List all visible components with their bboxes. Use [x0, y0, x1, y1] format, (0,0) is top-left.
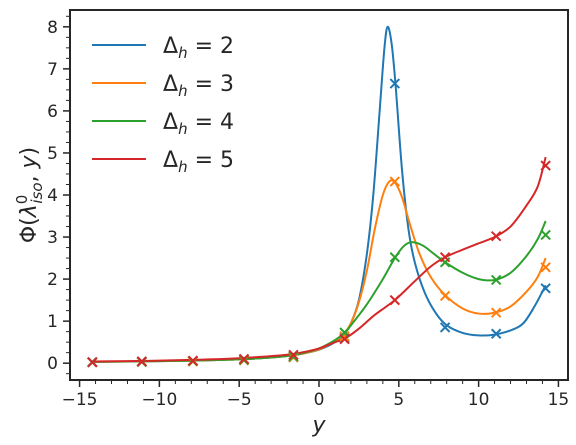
- legend-item: Δh = 3: [92, 72, 234, 100]
- data-point-marker: [339, 334, 350, 345]
- x-axis-ticks: −15 −10 −5 0 5 10 15: [62, 380, 570, 410]
- y-axis-ticks: 0 1 2 3 4 5 6 7 8: [47, 18, 70, 374]
- y-label-subscript: iso: [28, 182, 46, 203]
- legend-label: Δh = 5: [163, 148, 234, 176]
- svg-text:Φ(λ0iso, y): Φ(λ0iso, y): [13, 147, 46, 243]
- x-tick-label: −5: [227, 390, 252, 410]
- data-point-marker: [490, 328, 502, 339]
- legend-label: Δh = 3: [163, 72, 234, 100]
- legend-label: Δh = 2: [163, 34, 234, 62]
- y-tick-label: 1: [47, 312, 58, 332]
- data-point-marker: [540, 283, 551, 294]
- data-point-marker: [389, 176, 401, 187]
- y-tick-label: 4: [47, 186, 58, 206]
- data-point-marker: [288, 351, 299, 362]
- legend-item: Δh = 5: [92, 148, 234, 176]
- y-label-rest: ,: [17, 168, 42, 182]
- data-point-marker: [439, 252, 451, 263]
- data-point-marker: [490, 307, 502, 318]
- data-point-marker: [540, 229, 551, 241]
- data-point-marker: [389, 294, 401, 306]
- y-axis-label: Φ(λ0iso, y): [13, 147, 46, 243]
- data-point-marker: [490, 230, 502, 242]
- legend-label: Δh = 4: [163, 110, 234, 138]
- data-point-marker: [339, 331, 350, 342]
- data-point-marker: [490, 274, 502, 286]
- x-tick-label: 0: [314, 390, 325, 410]
- y-axis-minor-ticks: [66, 15, 70, 375]
- y-tick-label: 0: [47, 354, 58, 374]
- y-tick-label: 7: [47, 60, 58, 80]
- data-point-marker: [540, 160, 551, 171]
- legend: Δh = 2 Δh = 3 Δh = 4 Δh = 5: [92, 34, 234, 176]
- x-axis-label: y: [311, 413, 326, 438]
- data-point-marker: [389, 78, 401, 89]
- series-markers: [87, 78, 551, 368]
- data-point-marker: [439, 290, 451, 302]
- y-tick-label: 8: [47, 18, 58, 38]
- series-line-4: [90, 220, 547, 363]
- series-line-5: [90, 156, 547, 363]
- data-point-marker: [238, 353, 250, 365]
- y-tick-label: 3: [47, 228, 58, 248]
- y-tick-label: 5: [47, 144, 58, 164]
- y-label-superscript: 0: [13, 195, 31, 205]
- data-point-marker: [187, 355, 199, 366]
- y-tick-label: 6: [47, 102, 58, 122]
- x-axis-minor-ticks: [95, 380, 543, 384]
- y-label-phi: Φ(: [17, 217, 42, 243]
- data-point-marker: [288, 349, 299, 360]
- x-tick-label: −10: [141, 390, 177, 410]
- x-tick-label: −15: [62, 390, 98, 410]
- data-point-marker: [136, 356, 148, 367]
- data-point-marker: [87, 357, 98, 368]
- y-label-lambda: λ: [17, 204, 42, 218]
- data-point-marker: [439, 322, 451, 333]
- data-point-marker: [389, 252, 401, 263]
- x-tick-label: 15: [548, 390, 570, 410]
- y-tick-label: 2: [47, 270, 58, 290]
- x-tick-label: 5: [393, 390, 404, 410]
- plot-frame: [69, 9, 569, 381]
- data-point-marker: [540, 262, 551, 273]
- series-curves: [90, 25, 547, 363]
- series-line-2: [90, 25, 547, 363]
- legend-item: Δh = 4: [92, 110, 234, 138]
- x-tick-label: 10: [468, 390, 490, 410]
- y-label-close: ): [17, 147, 42, 156]
- y-label-y: y: [17, 154, 42, 169]
- legend-item: Δh = 2: [92, 34, 234, 62]
